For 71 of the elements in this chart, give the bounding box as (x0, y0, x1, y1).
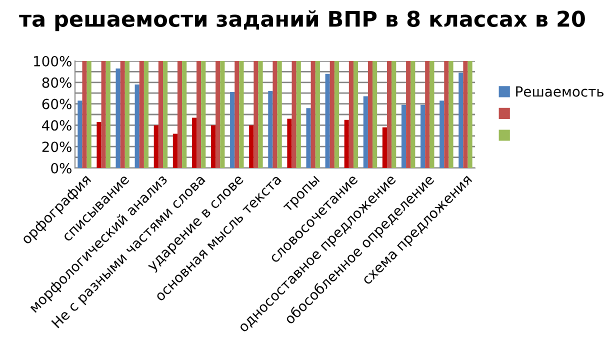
bar (234, 61, 240, 168)
bar (348, 61, 354, 168)
bar (268, 90, 273, 168)
bar (78, 100, 82, 168)
bar (139, 61, 144, 168)
y-tick-label: 100% (34, 56, 72, 66)
bar (163, 61, 168, 168)
bar (440, 100, 444, 168)
bar (211, 125, 216, 168)
bar (315, 61, 320, 168)
bar (154, 125, 158, 168)
chart-title: та решаемости заданий ВПР в 8 классах в 20 (19, 10, 585, 32)
bar (430, 61, 434, 168)
bar (230, 92, 235, 168)
bar (220, 61, 225, 168)
bar (368, 61, 373, 168)
bar (330, 61, 334, 168)
bar (182, 61, 187, 168)
y-tick-label: 80% (42, 77, 72, 88)
bar (463, 61, 468, 168)
bar (306, 108, 311, 168)
bar (196, 61, 202, 168)
bar (292, 61, 296, 168)
bar (120, 61, 125, 168)
legend-label: Решаемость (516, 86, 604, 97)
bar (201, 61, 206, 168)
bar (82, 61, 87, 168)
bar (410, 61, 416, 168)
bar (106, 61, 110, 168)
bar (116, 68, 120, 168)
bar (192, 118, 197, 168)
bar (277, 61, 282, 168)
bar (448, 61, 454, 168)
bar (296, 61, 301, 168)
bar (124, 61, 130, 168)
y-tick-label: 60% (42, 98, 72, 110)
bar (444, 61, 449, 168)
bar (216, 61, 220, 168)
bar (406, 61, 411, 168)
bar (287, 118, 292, 168)
bar (177, 61, 182, 168)
bar (96, 122, 102, 168)
bar (458, 72, 464, 168)
bar (272, 61, 278, 168)
bar (101, 61, 106, 168)
bar (134, 84, 140, 168)
bar (363, 96, 368, 168)
y-tick-label: 40% (42, 120, 72, 131)
bar (334, 61, 339, 168)
bar (249, 125, 254, 168)
bar (254, 61, 258, 168)
bar (325, 74, 330, 168)
bar (86, 61, 92, 168)
bar (372, 61, 378, 168)
bar (239, 61, 244, 168)
bar (158, 61, 163, 168)
bar (420, 104, 426, 168)
bar (258, 61, 263, 168)
y-tick-label: 20% (42, 142, 72, 152)
bar (172, 134, 178, 168)
bar (382, 127, 387, 168)
bar (144, 61, 149, 168)
bar (468, 61, 472, 168)
bar (425, 61, 430, 168)
y-tick-label: 0% (51, 162, 72, 174)
bar (387, 61, 392, 168)
bar (392, 61, 396, 168)
bar (310, 61, 316, 168)
bar (353, 61, 358, 168)
bar (344, 120, 349, 168)
bar (401, 104, 406, 168)
